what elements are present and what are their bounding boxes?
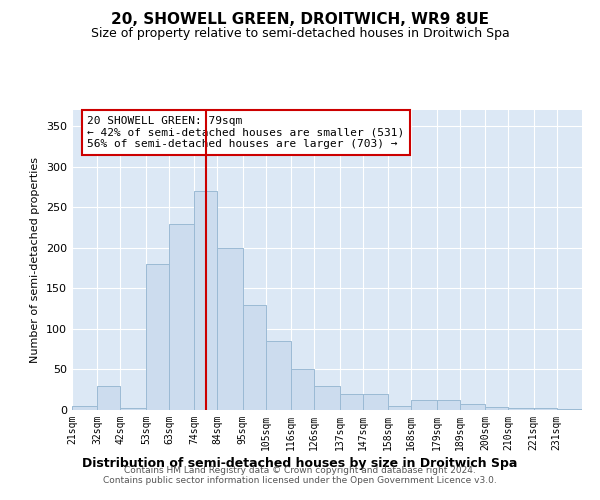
- Bar: [388, 406, 411, 410]
- Bar: [194, 191, 217, 410]
- Bar: [169, 224, 194, 410]
- Text: Distribution of semi-detached houses by size in Droitwich Spa: Distribution of semi-detached houses by …: [82, 458, 518, 470]
- Bar: [460, 404, 485, 410]
- Y-axis label: Number of semi-detached properties: Number of semi-detached properties: [31, 157, 40, 363]
- Bar: [557, 409, 582, 410]
- Bar: [217, 248, 243, 410]
- Bar: [266, 341, 291, 410]
- Bar: [314, 386, 340, 410]
- Bar: [437, 400, 460, 410]
- Bar: [72, 406, 97, 410]
- Bar: [411, 400, 437, 410]
- Text: Size of property relative to semi-detached houses in Droitwich Spa: Size of property relative to semi-detach…: [91, 28, 509, 40]
- Bar: [485, 407, 508, 410]
- Bar: [97, 386, 121, 410]
- Bar: [363, 394, 388, 410]
- Text: 20, SHOWELL GREEN, DROITWICH, WR9 8UE: 20, SHOWELL GREEN, DROITWICH, WR9 8UE: [111, 12, 489, 28]
- Bar: [340, 394, 363, 410]
- Bar: [146, 264, 169, 410]
- Bar: [291, 370, 314, 410]
- Bar: [121, 408, 146, 410]
- Text: Contains HM Land Registry data © Crown copyright and database right 2024.
Contai: Contains HM Land Registry data © Crown c…: [103, 466, 497, 485]
- Bar: [243, 304, 266, 410]
- Text: 20 SHOWELL GREEN: 79sqm
← 42% of semi-detached houses are smaller (531)
56% of s: 20 SHOWELL GREEN: 79sqm ← 42% of semi-de…: [88, 116, 404, 149]
- Bar: [508, 408, 533, 410]
- Bar: [533, 408, 557, 410]
